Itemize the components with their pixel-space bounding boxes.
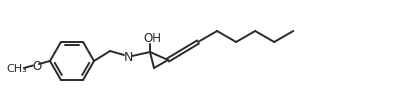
Text: OH: OH <box>143 31 161 44</box>
Text: CH₃: CH₃ <box>7 63 28 73</box>
Text: N: N <box>123 51 133 64</box>
Text: O: O <box>32 59 42 72</box>
